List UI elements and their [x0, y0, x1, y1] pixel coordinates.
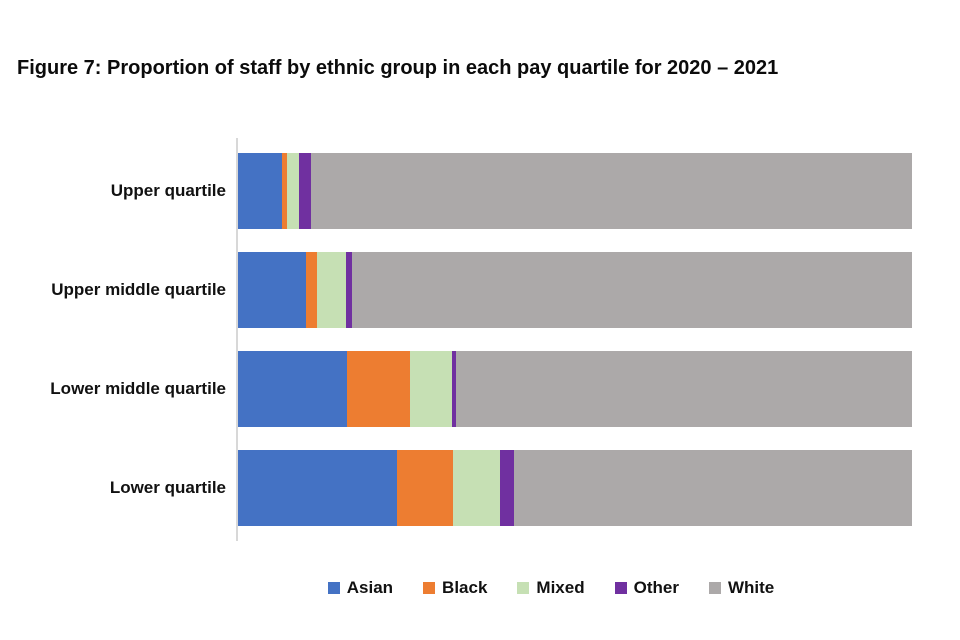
bar-segment-other — [346, 252, 352, 328]
legend-item-mixed: Mixed — [517, 578, 585, 598]
bar-segment-mixed — [286, 153, 300, 229]
y-axis-line — [236, 138, 238, 541]
bar-row: Upper middle quartile — [0, 252, 960, 328]
legend-label: Mixed — [536, 578, 585, 597]
bar-segment-mixed — [453, 450, 501, 526]
chart-title: Figure 7: Proportion of staff by ethnic … — [17, 57, 779, 79]
bar-segment-white — [514, 450, 912, 526]
bar-segment-white — [311, 153, 912, 229]
bar-segment-black — [306, 252, 317, 328]
bar-track — [238, 351, 912, 427]
bar-segment-asian — [238, 351, 348, 427]
bar-segment-mixed — [409, 351, 452, 427]
bar-segment-asian — [238, 153, 282, 229]
bar-segment-asian — [238, 450, 398, 526]
legend-item-black: Black — [423, 578, 487, 598]
legend: Asian Black Mixed Other White — [214, 578, 888, 598]
bar-segment-white — [351, 252, 912, 328]
legend-label: White — [727, 578, 775, 597]
bar-segment-mixed — [316, 252, 347, 328]
bar-segment-other — [500, 450, 515, 526]
category-label: Upper quartile — [110, 181, 226, 200]
bar-track — [238, 450, 912, 526]
category-label: Lower quartile — [109, 478, 226, 497]
legend-marker-asian-icon — [327, 582, 340, 594]
category-label: Lower middle quartile — [50, 379, 226, 398]
bar-segment-asian — [238, 252, 307, 328]
legend-item-other: Other — [614, 578, 679, 598]
legend-marker-black-icon — [423, 582, 436, 594]
bar-track — [238, 252, 912, 328]
legend-label: Asian — [346, 578, 394, 597]
bar-segment-black — [347, 351, 410, 427]
legend-marker-white-icon — [708, 582, 721, 594]
bar-track — [238, 153, 912, 229]
legend-label: Other — [633, 578, 679, 597]
legend-marker-mixed-icon — [517, 582, 530, 594]
bar-row: Lower middle quartile — [0, 351, 960, 427]
bar-segment-black — [397, 450, 453, 526]
legend-label: Black — [442, 578, 488, 597]
category-label: Upper middle quartile — [51, 280, 226, 299]
legend-item-white: White — [708, 578, 775, 598]
bar-segment-other — [299, 153, 312, 229]
legend-marker-other-icon — [614, 582, 627, 594]
bar-segment-other — [451, 351, 457, 427]
bar-segment-black — [281, 153, 287, 229]
bar-row: Upper quartile — [0, 153, 960, 229]
bar-row: Lower quartile — [0, 450, 960, 526]
legend-item-asian: Asian — [327, 578, 394, 598]
bar-segment-white — [456, 351, 912, 427]
